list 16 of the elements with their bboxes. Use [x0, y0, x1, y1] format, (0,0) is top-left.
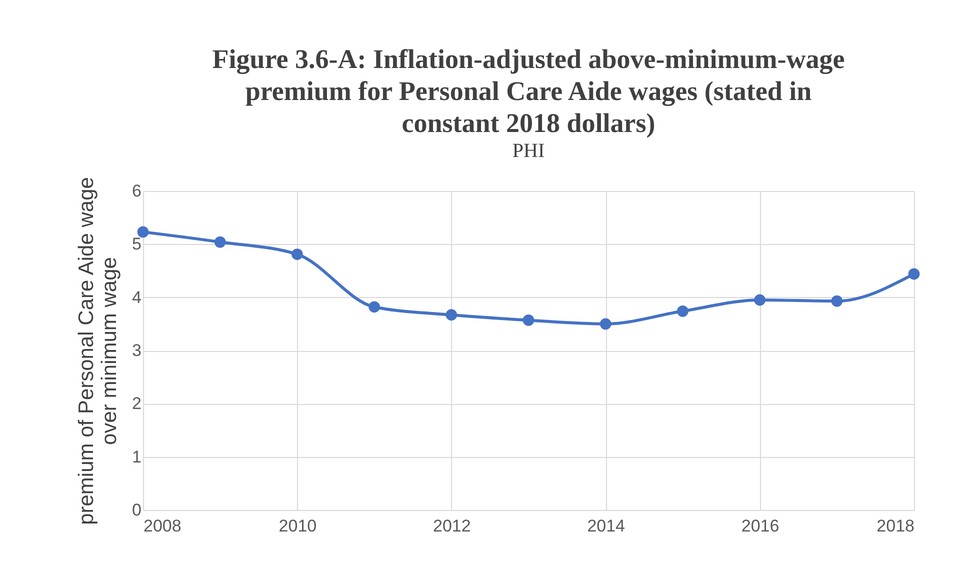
y-tick-label: 4 [132, 288, 142, 307]
x-tick-label: 2010 [278, 516, 317, 536]
chart-subtitle: PHI [512, 140, 545, 162]
x-tick-label: 2014 [587, 516, 626, 536]
x-tick-label: 2012 [432, 516, 471, 536]
chart-title: Figure 3.6-A: Inflation-adjusted above-minimum-wage premium for Personal Care Aide wages (stated in constant 2018 dollars) [212, 44, 845, 138]
y-tick-label: 6 [132, 182, 142, 200]
y-axis-title: premium of Personal Care Aide wage over minimum wage [75, 177, 122, 525]
x-tick-label: 2008 [144, 516, 182, 536]
y-tick-label: 0 [132, 500, 142, 520]
y-tick-label: 5 [132, 234, 142, 254]
y-tick-label: 3 [132, 341, 142, 360]
x-tick-label: 2016 [741, 516, 780, 536]
y-tick-label: 2 [132, 394, 142, 414]
y-tick-label: 1 [132, 447, 142, 466]
x-tick-label: 2018 [876, 516, 914, 536]
